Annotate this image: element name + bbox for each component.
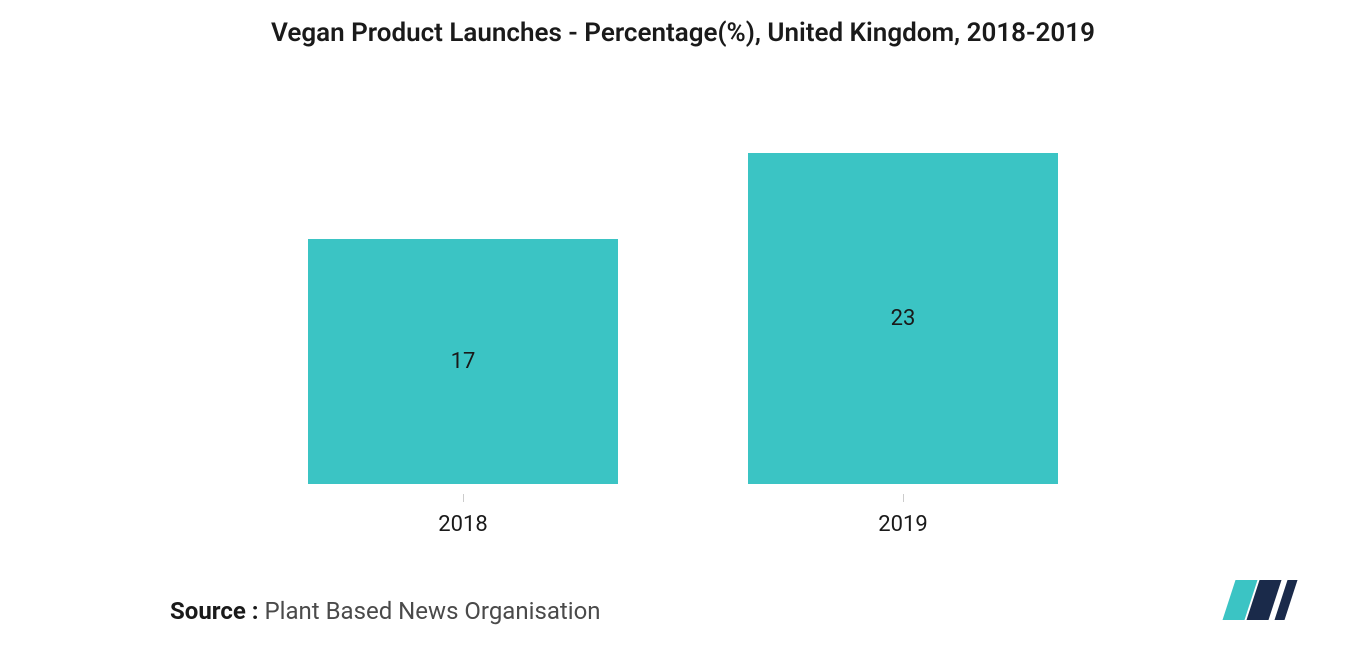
x-axis-labels: 2018 2019 [60,512,1306,537]
bar-wrapper-1: 23 [748,153,1058,484]
bar-value-1: 23 [891,306,916,331]
bar-wrapper-0: 17 [308,239,618,484]
plot-area: 17 23 [60,78,1306,494]
x-tick-0 [308,494,618,504]
x-label-0: 2018 [308,512,618,537]
chart-title: Vegan Product Launches - Percentage(%), … [60,18,1306,48]
source-text: Plant Based News Organisation [264,597,600,625]
tick-row [60,494,1306,504]
x-tick-1 [748,494,1058,504]
source-label: Source : [170,597,259,625]
source-line: Source : Plant Based News Organisation [60,597,1306,625]
bar-value-0: 17 [451,349,476,374]
chart-container: Vegan Product Launches - Percentage(%), … [0,0,1366,655]
bar-1: 23 [748,153,1058,484]
bar-0: 17 [308,239,618,484]
x-label-1: 2019 [748,512,1058,537]
brand-logo-icon [1229,580,1291,620]
